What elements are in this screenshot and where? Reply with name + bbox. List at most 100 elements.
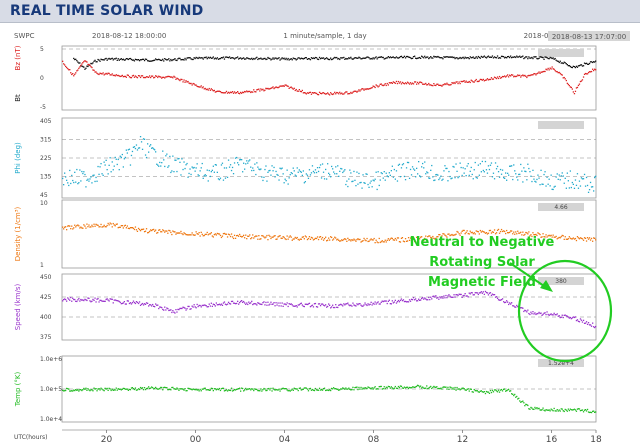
data-point — [552, 68, 554, 70]
data-point — [449, 175, 451, 178]
data-point — [224, 177, 227, 179]
data-point — [462, 229, 464, 232]
data-point — [545, 234, 547, 236]
data-point — [346, 91, 348, 93]
data-point — [593, 237, 595, 239]
data-point — [427, 387, 429, 390]
data-point — [304, 387, 306, 389]
data-point — [449, 295, 451, 297]
data-point — [423, 298, 425, 300]
data-point — [383, 241, 385, 243]
data-point — [483, 80, 485, 82]
data-point — [370, 238, 372, 240]
data-point — [192, 58, 194, 61]
data-point — [232, 237, 235, 240]
data-point — [542, 183, 544, 185]
y-tick-label: 0 — [40, 75, 44, 82]
data-point — [132, 59, 135, 61]
data-point — [327, 58, 329, 60]
data-point — [206, 169, 208, 171]
data-point — [529, 408, 531, 410]
data-point — [505, 172, 507, 174]
data-point — [253, 237, 255, 239]
data-point — [138, 60, 141, 62]
data-point — [374, 57, 376, 59]
data-point — [138, 301, 141, 303]
data-point — [261, 58, 263, 60]
data-point — [175, 309, 177, 311]
data-point — [88, 224, 90, 226]
data-point — [214, 388, 216, 390]
data-point — [439, 57, 441, 59]
data-point — [222, 387, 225, 389]
data-point — [262, 389, 264, 391]
data-point — [534, 406, 536, 409]
data-point — [490, 56, 493, 58]
data-point — [106, 387, 108, 390]
start-time: 2018-08-12 18:00:00 — [92, 32, 166, 40]
data-point — [241, 236, 243, 238]
data-point — [111, 388, 113, 390]
data-point — [208, 233, 210, 235]
data-point — [134, 58, 137, 60]
data-point — [210, 171, 212, 173]
data-point — [187, 305, 189, 308]
data-point — [120, 303, 122, 305]
data-point — [104, 300, 106, 302]
data-point — [253, 303, 255, 305]
data-point — [120, 75, 122, 77]
data-point — [246, 389, 248, 391]
data-point — [328, 303, 330, 305]
data-point — [406, 161, 409, 164]
data-point — [453, 166, 455, 168]
data-point — [495, 390, 498, 392]
data-point — [68, 388, 70, 390]
data-point — [462, 56, 464, 58]
data-point — [482, 231, 484, 233]
data-point — [420, 81, 422, 83]
data-point — [63, 390, 65, 392]
data-point — [496, 391, 499, 393]
data-point — [296, 236, 298, 239]
data-point — [112, 169, 114, 171]
data-point — [109, 157, 111, 159]
data-point — [155, 303, 157, 305]
data-point — [279, 390, 281, 392]
data-point — [514, 56, 516, 58]
data-point — [372, 239, 374, 241]
data-point — [387, 84, 389, 86]
data-point — [294, 236, 296, 239]
data-point — [81, 63, 83, 65]
data-point — [424, 387, 426, 390]
data-point — [116, 59, 118, 61]
y-tick-label: 315 — [40, 137, 52, 144]
data-point — [365, 88, 367, 91]
data-point — [428, 82, 430, 85]
annotation-line: Rotating Solar — [429, 255, 535, 270]
data-point — [568, 317, 570, 319]
data-point — [156, 75, 158, 77]
data-point — [109, 298, 111, 300]
data-point — [149, 230, 151, 232]
data-point — [190, 234, 192, 236]
data-point — [78, 182, 80, 184]
data-point — [116, 163, 118, 166]
data-point — [244, 58, 246, 60]
data-point — [475, 78, 477, 81]
data-point — [534, 73, 536, 75]
data-point — [259, 90, 261, 92]
data-point — [471, 80, 473, 82]
data-point — [593, 69, 595, 72]
data-point — [319, 164, 322, 166]
data-point — [380, 385, 382, 388]
data-point — [539, 233, 541, 236]
data-point — [69, 69, 71, 71]
data-point — [129, 57, 132, 60]
data-point — [157, 76, 159, 79]
data-point — [238, 235, 240, 237]
data-point — [472, 81, 474, 83]
y-tick-label: 10 — [40, 200, 48, 207]
data-point — [557, 178, 559, 180]
data-point — [372, 179, 374, 181]
data-point — [85, 299, 87, 301]
